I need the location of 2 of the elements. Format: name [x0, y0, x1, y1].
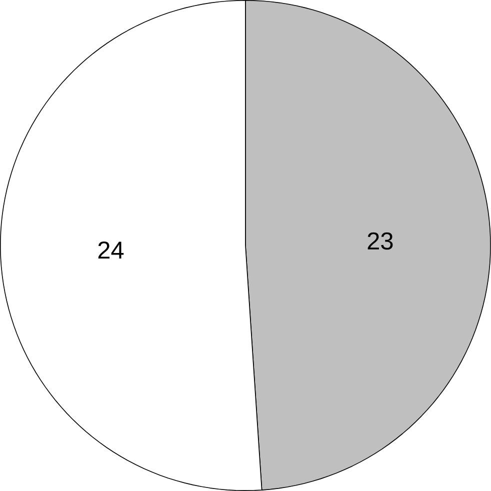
data-label: 23	[368, 232, 393, 250]
data-label: 24	[98, 241, 124, 259]
